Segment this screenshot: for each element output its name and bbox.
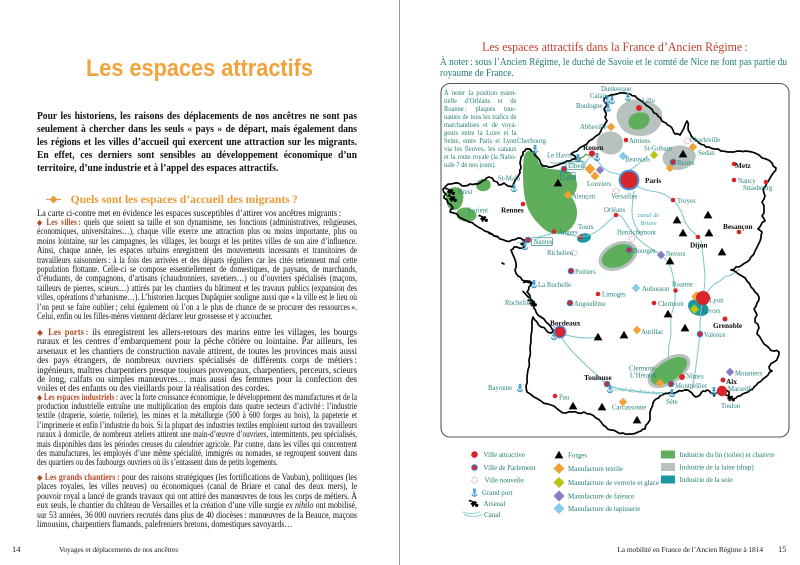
svg-text:Beauvais: Beauvais [625, 157, 650, 164]
svg-text:Orléans: Orléans [604, 207, 625, 214]
svg-text:Sète: Sète [666, 399, 678, 406]
svg-text:Aubusson: Aubusson [642, 286, 670, 293]
svg-text:Toulouse: Toulouse [584, 373, 612, 382]
svg-text:Canal: Canal [484, 511, 500, 519]
svg-text:Limoges: Limoges [602, 292, 626, 299]
svg-text:Boulogne: Boulogne [576, 103, 602, 110]
svg-text:Dunkerque: Dunkerque [601, 86, 631, 93]
svg-text:Alençon: Alençon [572, 194, 596, 201]
svg-text:Nancy: Nancy [738, 178, 756, 185]
svg-text:Aix: Aix [726, 377, 737, 386]
svg-text:Forges: Forges [568, 452, 587, 460]
svg-text:Industrie de la laine (drap): Industrie de la laine (drap) [680, 464, 755, 472]
svg-text:canal de: canal de [638, 212, 660, 219]
svg-text:Lille: Lille [642, 98, 655, 105]
svg-text:Amiens: Amiens [629, 138, 650, 145]
svg-text:Reims: Reims [677, 160, 695, 167]
svg-text:Caen: Caen [563, 173, 578, 180]
svg-text:Manufacture de tapisserie: Manufacture de tapisserie [568, 505, 640, 513]
svg-text:Bourges: Bourges [633, 248, 656, 255]
svg-text:Pau: Pau [559, 395, 570, 402]
svg-text:Industrie du lin (toiles) et c: Industrie du lin (toiles) et chanvre [680, 451, 775, 459]
svg-text:Aurillac: Aurillac [641, 329, 663, 336]
svg-text:Poitiers: Poitiers [575, 269, 596, 276]
svg-text:La Rochelle: La Rochelle [538, 282, 571, 289]
svg-text:Troyes: Troyes [677, 198, 696, 205]
svg-text:Lorient: Lorient [468, 208, 488, 215]
svg-text:Nîmes: Nîmes [686, 374, 704, 381]
svg-text:Rochefort: Rochefort [505, 300, 532, 307]
svg-text:Ville nouvelle: Ville nouvelle [485, 477, 524, 485]
svg-text:Nantes: Nantes [534, 239, 553, 246]
svg-text:Elbeuf: Elbeuf [568, 163, 587, 170]
svg-text:L’Hérault: L’Hérault [630, 373, 656, 380]
svg-text:Henrichemont: Henrichemont [617, 230, 656, 237]
svg-text:Toulon: Toulon [721, 403, 741, 410]
svg-text:Roanne: Roanne [672, 282, 693, 289]
svg-text:Montpellier: Montpellier [675, 383, 708, 390]
svg-text:Louviers: Louviers [587, 181, 612, 188]
svg-text:Ville attractive: Ville attractive [484, 451, 525, 459]
svg-text:Arsenal: Arsenal [484, 500, 506, 508]
svg-text:Brest: Brest [458, 189, 472, 196]
svg-text:Besançon: Besançon [723, 222, 753, 231]
svg-text:Metz: Metz [735, 161, 752, 170]
svg-text:Strasbourg: Strasbourg [743, 185, 773, 192]
svg-text:Industrie de la soie: Industrie de la soie [680, 476, 733, 484]
svg-text:Sedan: Sedan [698, 150, 715, 157]
svg-text:Manufacture de faïence: Manufacture de faïence [568, 493, 634, 501]
svg-text:Manufacture de verrerie et gla: Manufacture de verrerie et glace [568, 479, 659, 487]
svg-text:Paris: Paris [645, 176, 661, 185]
svg-text:Manufacture textile: Manufacture textile [568, 465, 623, 473]
svg-text:Rouen: Rouen [583, 143, 603, 152]
svg-text:Bayonne: Bayonne [488, 385, 512, 392]
svg-text:Grenoble: Grenoble [713, 321, 743, 330]
svg-text:Clermont-: Clermont- [629, 366, 658, 373]
svg-text:Charleville: Charleville [690, 137, 720, 144]
svg-text:Nevers: Nevers [666, 251, 686, 258]
svg-text:Grand port: Grand port [482, 489, 513, 497]
svg-text:St-Gobain: St-Gobain [644, 146, 673, 153]
svg-text:Calais: Calais [590, 93, 607, 100]
svg-text:Ville de Parlement: Ville de Parlement [484, 464, 536, 472]
svg-text:Richelieu: Richelieu [547, 250, 574, 257]
svg-text:Abbeville: Abbeville [580, 124, 607, 131]
svg-text:St-Malo: St-Malo [498, 176, 521, 183]
svg-text:Givors: Givors [702, 308, 721, 315]
svg-text:Cherbourg: Cherbourg [517, 138, 547, 145]
svg-text:Le Havre: Le Havre [547, 153, 572, 160]
svg-text:Carcassonne: Carcassonne [612, 405, 646, 412]
svg-text:Moustiers: Moustiers [735, 371, 763, 378]
svg-text:Dijon: Dijon [690, 241, 707, 250]
svg-text:Clermont: Clermont [658, 301, 684, 308]
svg-text:Marseille: Marseille [728, 386, 754, 393]
svg-text:Valence: Valence [704, 332, 726, 339]
svg-text:Briare: Briare [641, 220, 657, 227]
svg-text:Rennes: Rennes [501, 206, 524, 215]
svg-text:Tours: Tours [578, 224, 594, 231]
svg-text:Lyon: Lyon [710, 298, 725, 305]
svg-text:Bordeaux: Bordeaux [550, 319, 581, 328]
svg-text:Versailles: Versailles [611, 194, 638, 201]
svg-text:Angers: Angers [558, 230, 578, 237]
svg-text:Angoulême: Angoulême [574, 301, 606, 308]
